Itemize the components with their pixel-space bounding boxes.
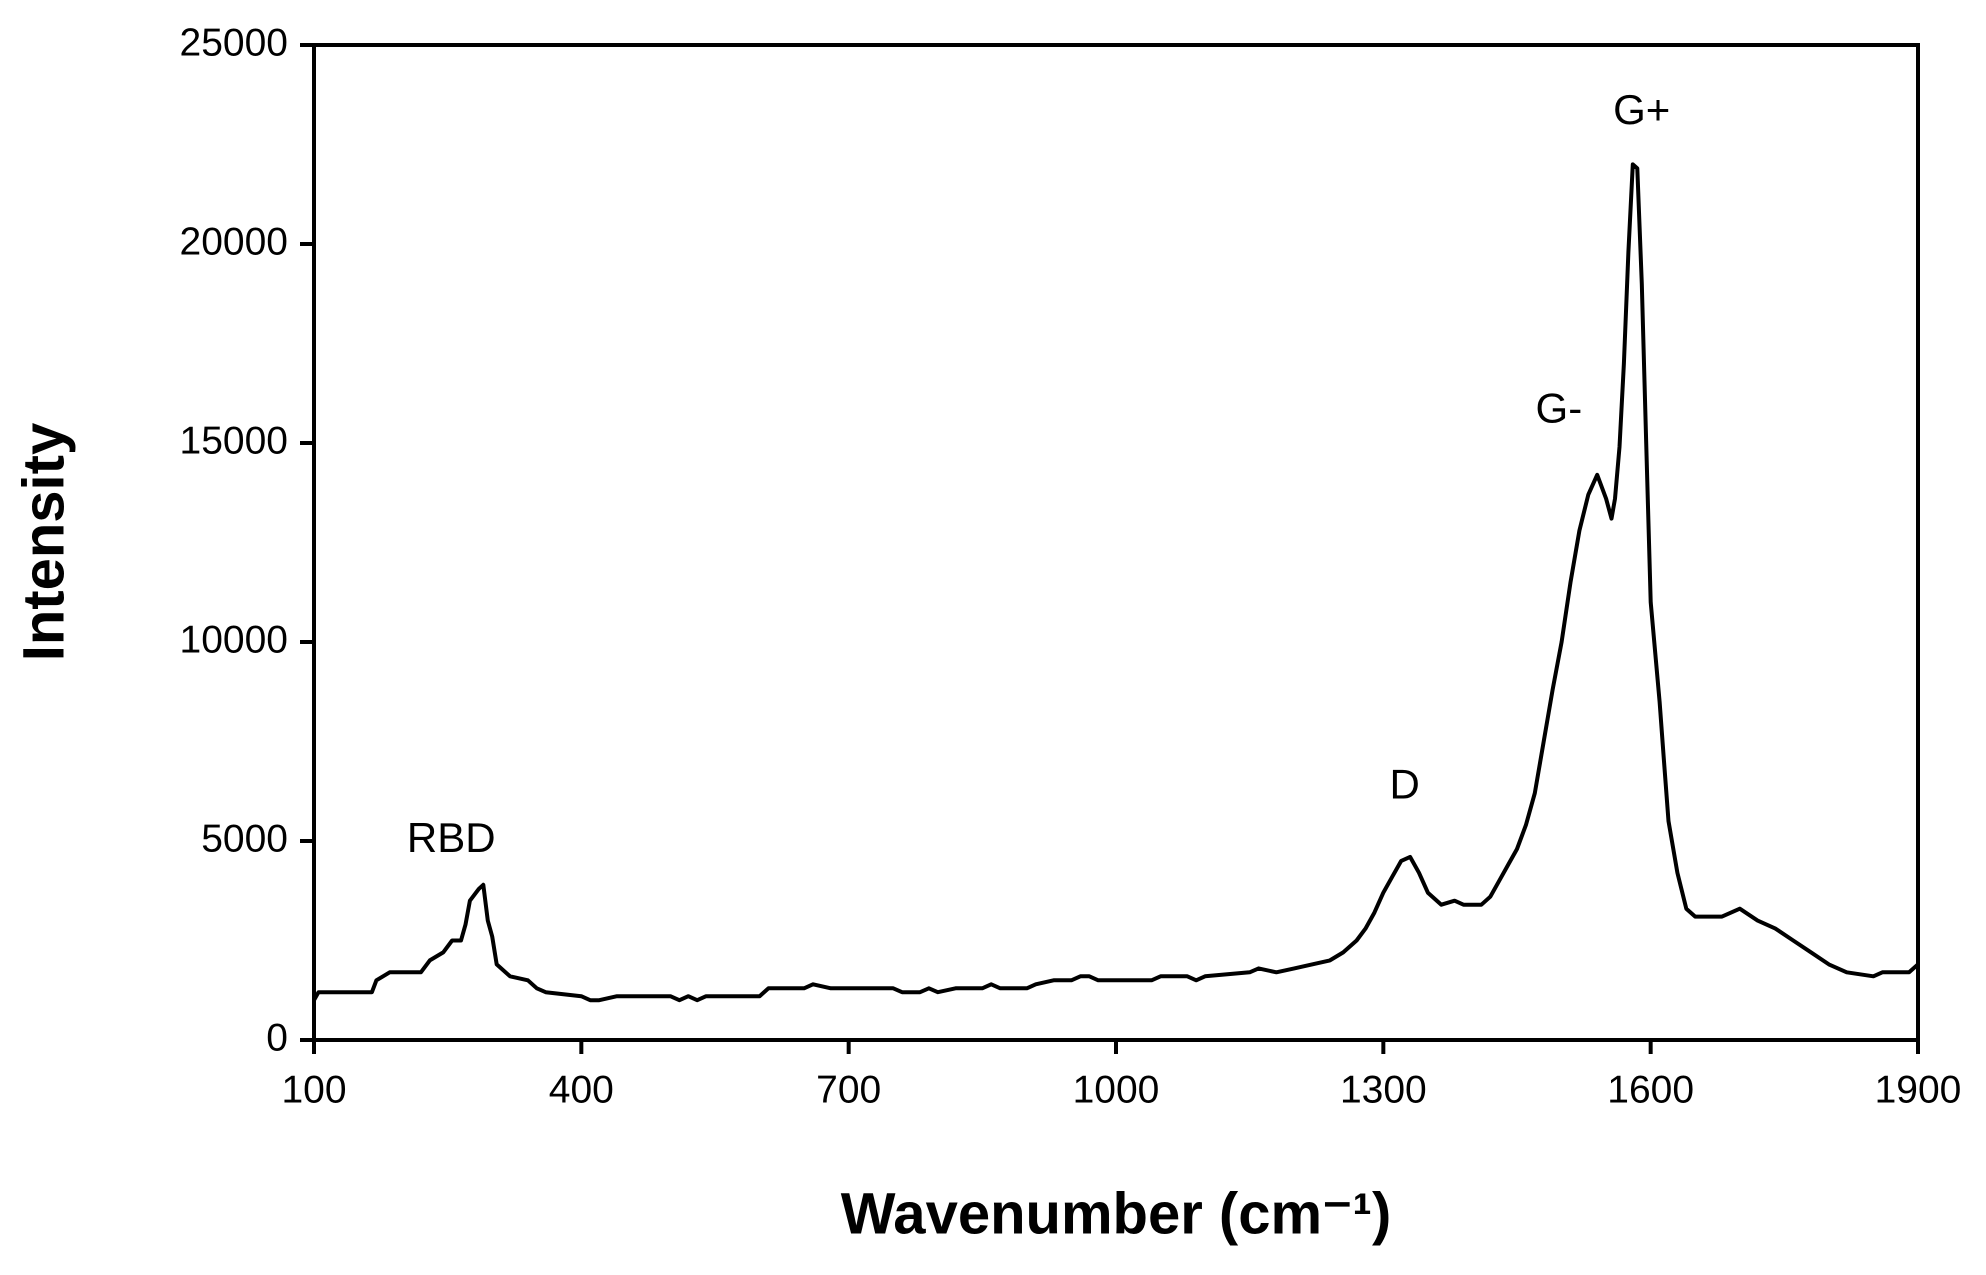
y-axis-label: Intensity — [11, 423, 76, 662]
y-tick-label: 15000 — [180, 419, 288, 462]
plot-frame — [312, 43, 1920, 1042]
spectrum-line — [312, 162, 1920, 1003]
x-axis-label: Wavenumber (cm⁻¹) — [841, 1181, 1392, 1246]
x-tick-label: 1300 — [1340, 1068, 1427, 1111]
x-tick-label: 100 — [281, 1068, 346, 1111]
peak-annotation: D — [1390, 760, 1420, 807]
y-tick-label: 0 — [266, 1016, 288, 1059]
y-tick-label: 5000 — [201, 817, 288, 860]
y-tick-label: 25000 — [180, 21, 288, 64]
x-tick-label: 1000 — [1073, 1068, 1160, 1111]
peak-annotation: G+ — [1613, 86, 1670, 133]
x-tick-label: 700 — [816, 1068, 881, 1111]
y-tick-label: 20000 — [180, 220, 288, 263]
y-tick-label: 10000 — [180, 618, 288, 661]
x-tick-label: 1600 — [1607, 1068, 1694, 1111]
peak-annotation: G- — [1536, 384, 1583, 431]
x-tick-label: 400 — [549, 1068, 614, 1111]
peak-annotation: RBD — [407, 814, 496, 861]
x-tick-label: 1900 — [1875, 1068, 1962, 1111]
